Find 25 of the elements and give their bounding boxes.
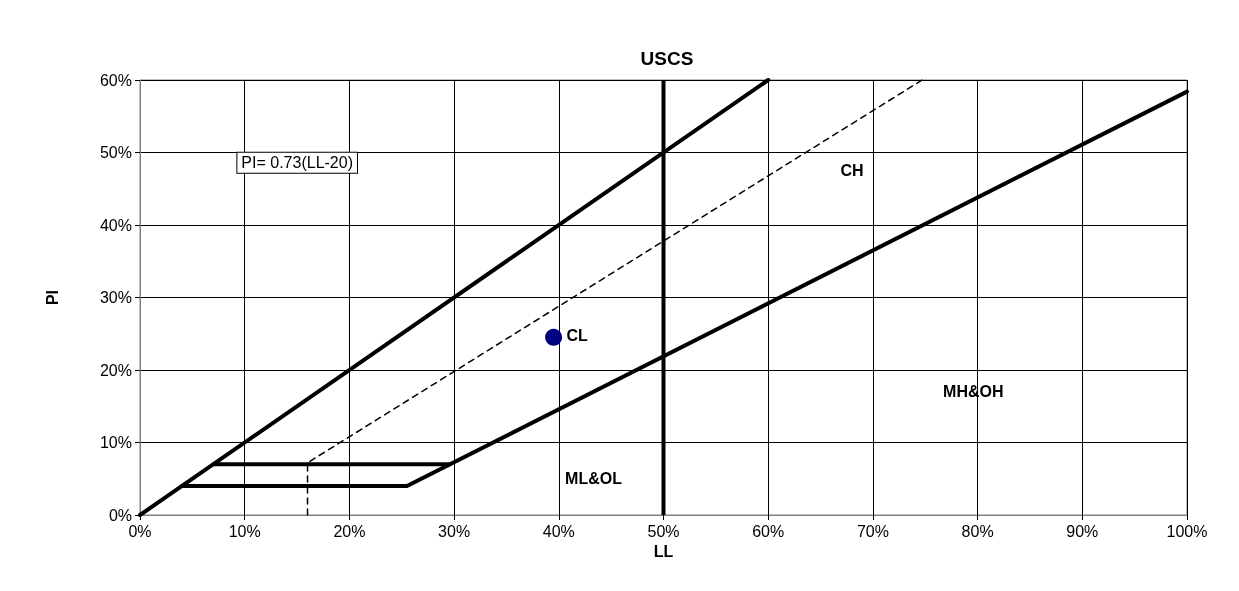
x-tick-label: 70% [856,522,889,540]
y-tick-label: 10% [99,434,132,451]
x-tick-label: 100% [1166,522,1208,540]
y-tick-label: 40% [99,216,132,234]
y-axis-title: PI [43,289,61,306]
x-axis-title: LL [653,543,674,561]
y-tick-label: 20% [99,361,132,379]
annotation: CH [840,161,864,179]
annotation: PI= 0.73(LL-20) [241,154,353,172]
x-tick-label: 40% [542,522,575,540]
chart-title: USCS [640,48,694,69]
x-tick-label: 20% [333,522,366,540]
y-tick-label: 50% [99,144,132,161]
y-tick-label: 30% [99,289,132,306]
x-tick-label: 50% [647,522,680,540]
annotation: CL [566,326,589,344]
y-tick-label: 60% [99,71,132,89]
x-tick-label: 60% [752,522,785,540]
x-tick-label: 90% [1066,522,1099,540]
x-tick-label: 80% [961,522,994,540]
x-tick-label: 10% [228,522,261,540]
annotation: ML&OL [565,469,623,487]
y-tick-label: 0% [108,506,132,524]
x-tick-label: 30% [438,522,471,540]
x-tick-label: 0% [128,522,152,540]
